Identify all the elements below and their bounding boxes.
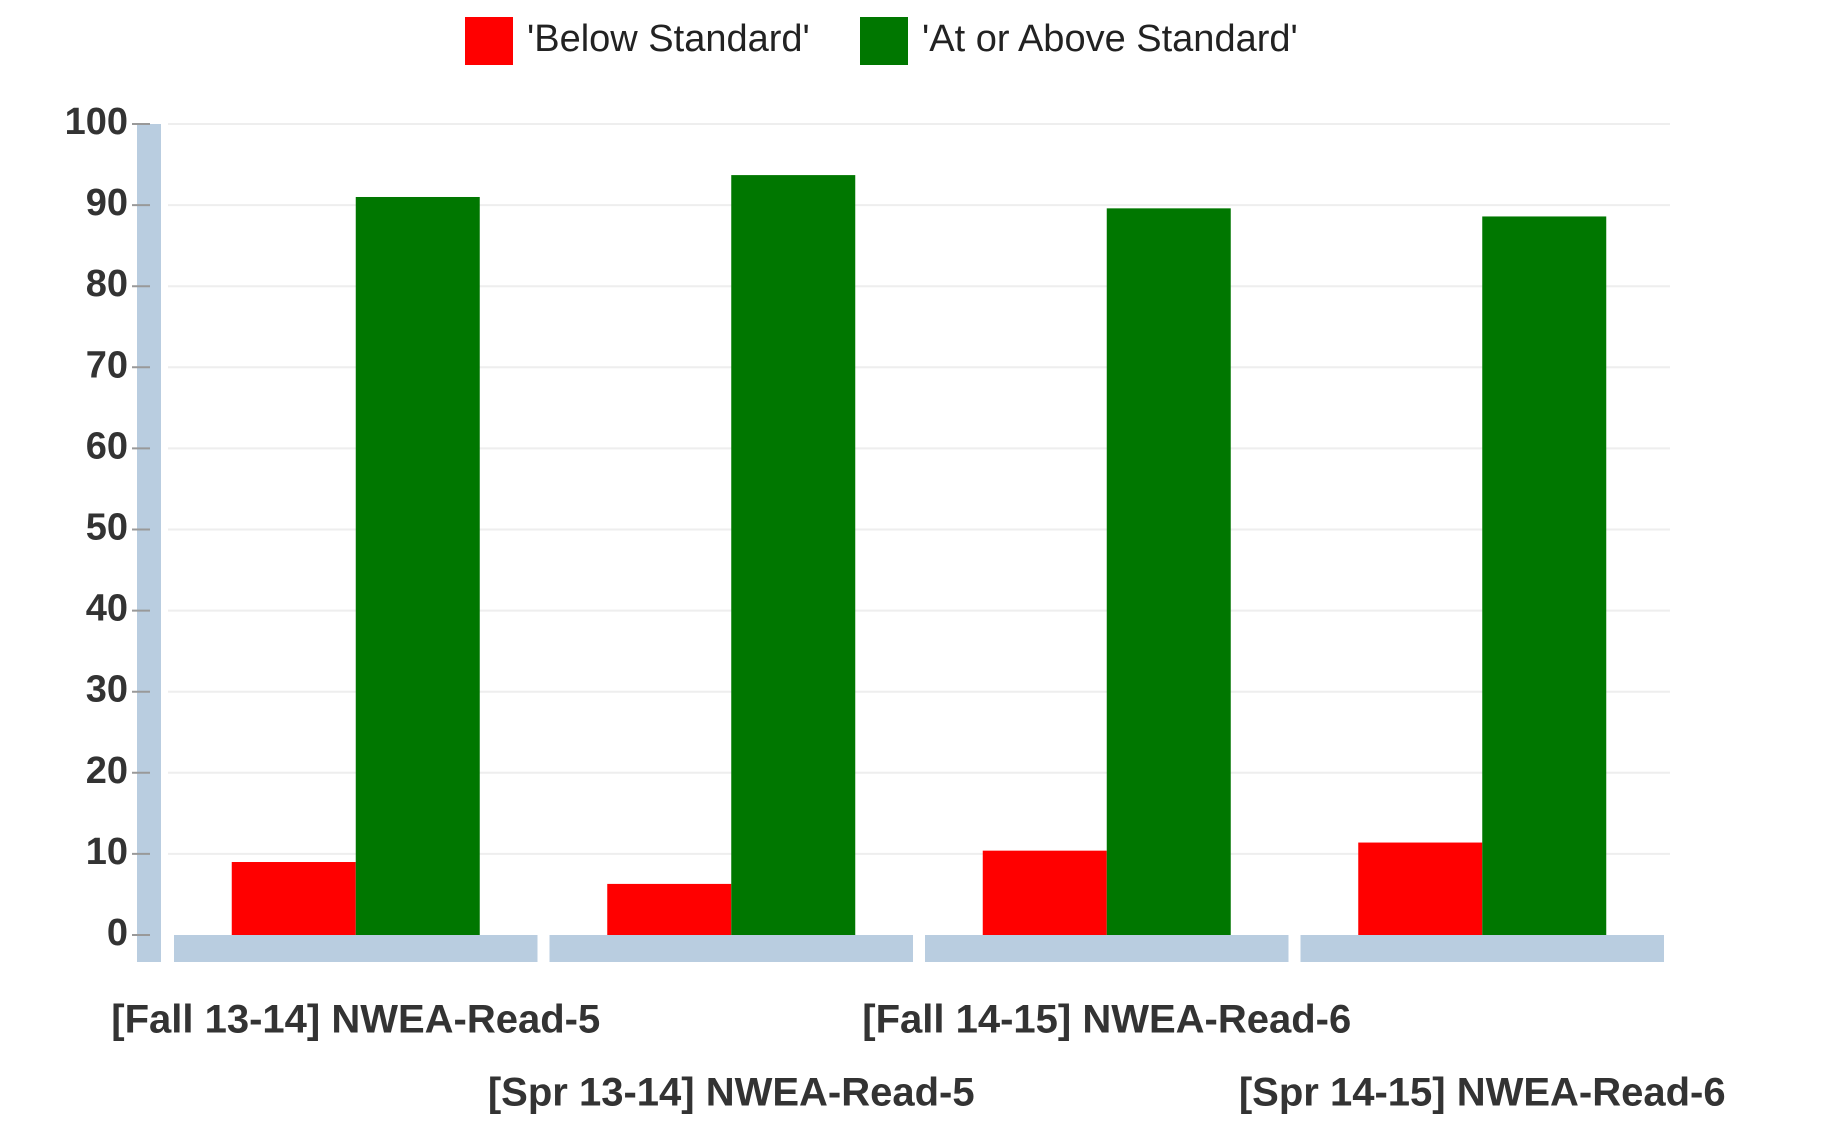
y-tick-label: 80 [86, 263, 128, 305]
bar [731, 175, 856, 935]
x-tick-label: [Spr 13-14] NWEA-Read-5 [488, 1071, 975, 1115]
y-axis-bar [137, 124, 161, 962]
bar [982, 850, 1107, 935]
y-tick-label: 0 [107, 912, 128, 954]
x-tick-label: [Fall 13-14] NWEA-Read-5 [111, 998, 600, 1042]
y-tick-label: 30 [86, 669, 128, 711]
y-tick-label: 10 [86, 831, 128, 873]
x-axis-segment [174, 935, 538, 962]
bar [607, 883, 732, 935]
x-tick-label: [Fall 14-15] NWEA-Read-6 [862, 998, 1351, 1042]
y-tick-label: 70 [86, 344, 128, 386]
y-tick-label: 100 [65, 101, 128, 143]
bar [1358, 842, 1483, 935]
bar [1106, 208, 1231, 935]
bar [1482, 216, 1607, 936]
legend-swatch [465, 17, 513, 65]
legend-label: 'At or Above Standard' [922, 18, 1298, 60]
x-axis-segment [549, 935, 913, 962]
bar [231, 862, 356, 935]
y-tick-label: 60 [86, 425, 128, 467]
y-tick-label: 20 [86, 750, 128, 792]
x-tick-label: [Spr 14-15] NWEA-Read-6 [1239, 1071, 1726, 1115]
x-axis-segment [1300, 935, 1664, 962]
legend-swatch [860, 17, 908, 65]
y-tick-label: 50 [86, 507, 128, 549]
legend-label: 'Below Standard' [527, 18, 810, 60]
y-tick-label: 40 [86, 588, 128, 630]
y-tick-label: 90 [86, 182, 128, 224]
x-axis-segment [925, 935, 1289, 962]
bar [355, 196, 480, 936]
